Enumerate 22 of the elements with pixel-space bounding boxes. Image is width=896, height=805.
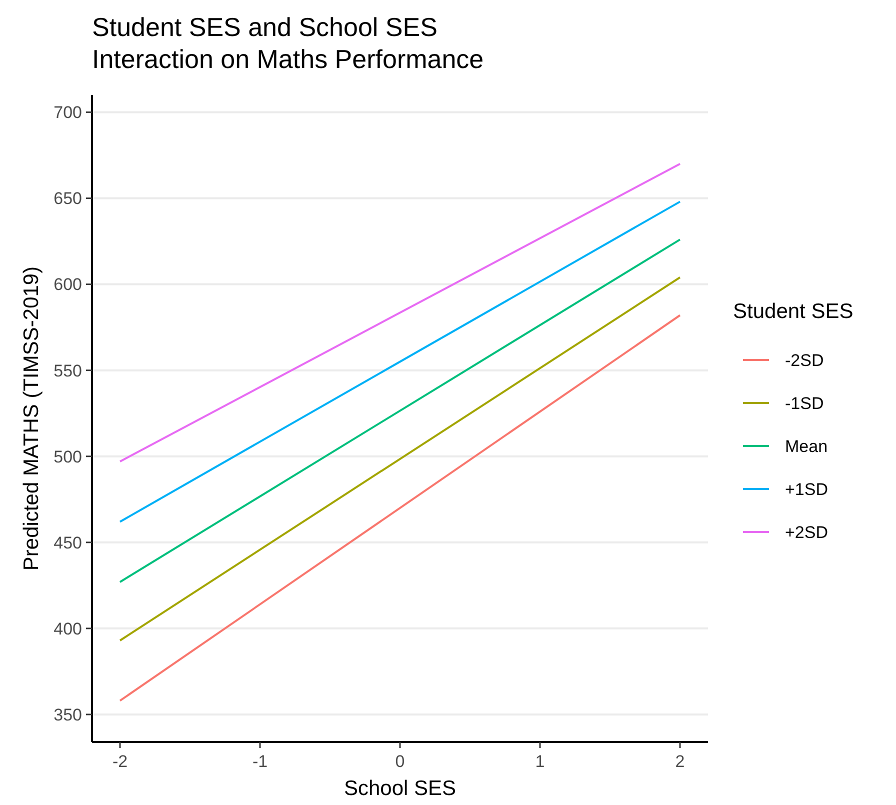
x-tick-label: -2	[112, 752, 128, 771]
y-tick-label: 700	[54, 103, 82, 122]
legend-label: -1SD	[785, 394, 824, 413]
x-tick-label: 1	[535, 752, 545, 771]
y-tick-label: 550	[54, 361, 82, 380]
y-tick-label: 400	[54, 619, 82, 638]
chart-title: Student SES and School SES Interaction on Maths Performance	[92, 12, 484, 74]
y-tick-label: 500	[54, 447, 82, 466]
y-tick-label: 600	[54, 275, 82, 294]
x-tick-label: -1	[252, 752, 268, 771]
y-tick-label: 650	[54, 189, 82, 208]
legend-label: Mean	[785, 436, 828, 456]
y-axis-title: Predicted MATHS (TIMSS-2019)	[20, 266, 43, 571]
x-tick-label: 0	[395, 752, 405, 771]
y-tick-label: 450	[54, 533, 82, 552]
legend-title: Student SES	[733, 300, 854, 323]
legend-label: -2SD	[785, 350, 824, 370]
x-axis-title: School SES	[344, 777, 456, 800]
x-tick-label: 2	[675, 752, 685, 771]
legend-label: +2SD	[785, 522, 828, 542]
legend-label: +1SD	[785, 480, 828, 499]
y-tick-label: 350	[54, 705, 82, 724]
